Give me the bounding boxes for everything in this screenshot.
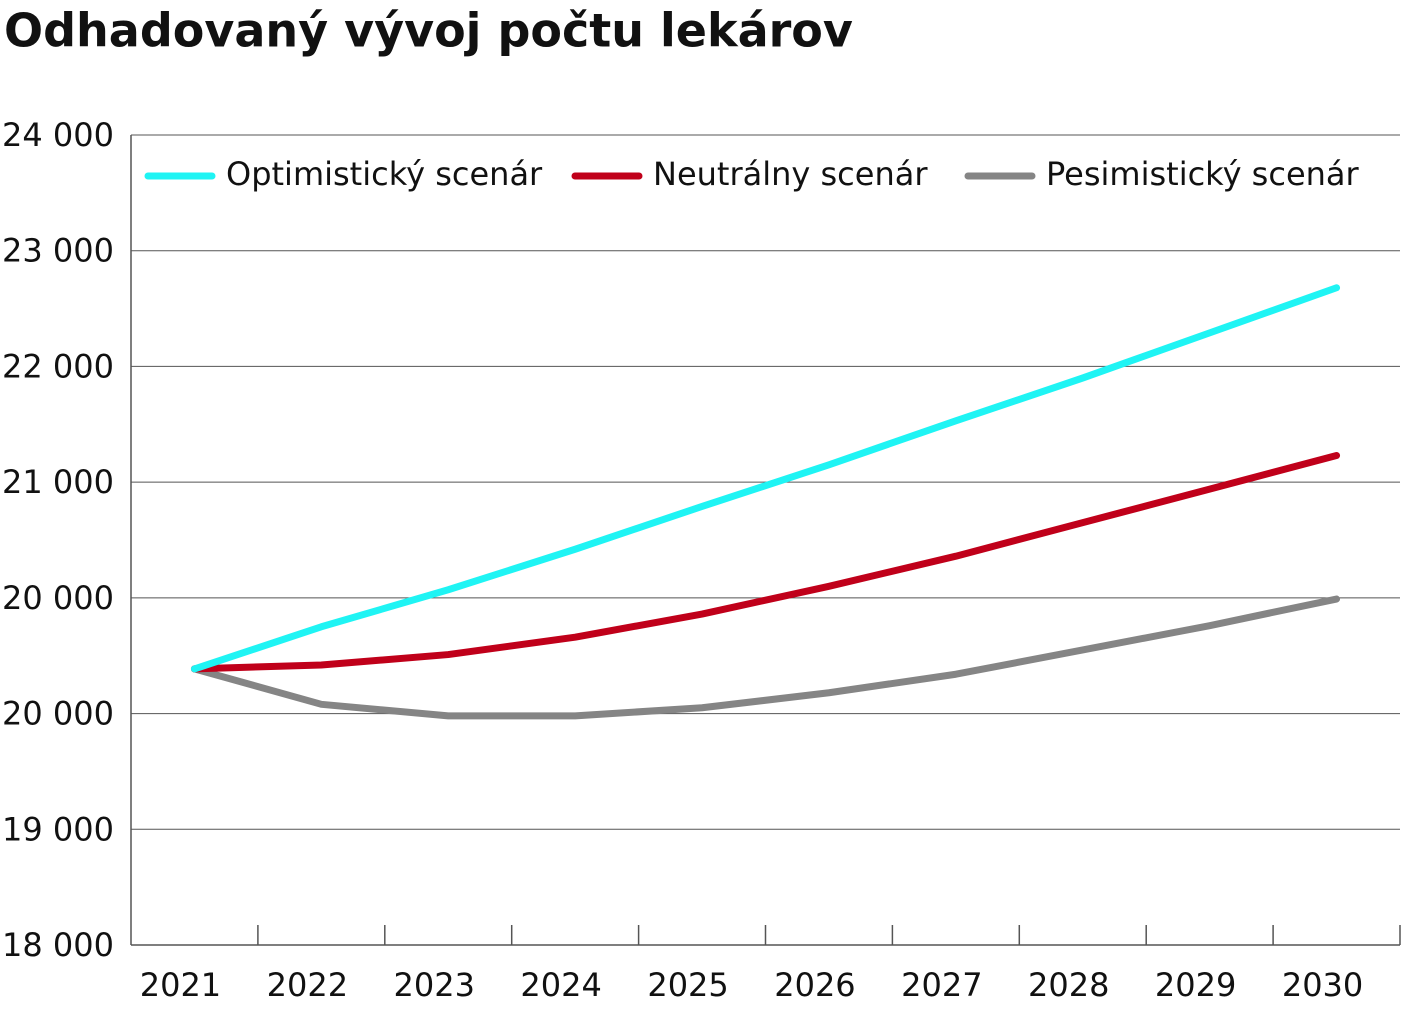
legend-label: Optimistický scenár — [226, 155, 543, 193]
x-tick-label: 2030 — [1282, 966, 1363, 1004]
x-tick-label: 2028 — [1028, 966, 1109, 1004]
legend-label: Pesimistický scenár — [1046, 155, 1360, 193]
x-tick-label: 2022 — [267, 966, 348, 1004]
y-tick-label: 21 000 — [2, 463, 114, 501]
series-line — [190, 595, 1341, 720]
x-tick-label: 2024 — [520, 966, 601, 1004]
y-tick-label: 20 000 — [2, 579, 114, 617]
x-tick-label: 2023 — [394, 966, 475, 1004]
x-tick-label: 2021 — [140, 966, 221, 1004]
x-tick-label: 2026 — [774, 966, 855, 1004]
legend-label: Neutrálny scenár — [653, 155, 928, 193]
x-tick-label: 2029 — [1155, 966, 1236, 1004]
x-tick-label: 2025 — [647, 966, 728, 1004]
chart-title: Odhadovaný vývoj počtu lekárov — [4, 4, 853, 58]
y-tick-label: 18 000 — [2, 926, 114, 964]
y-tick-label: 22 000 — [2, 347, 114, 385]
series-line — [190, 284, 1341, 673]
x-tick-label: 2027 — [901, 966, 982, 1004]
y-tick-label: 20 000 — [2, 695, 114, 733]
y-tick-label: 24 000 — [2, 116, 114, 154]
series-line — [190, 452, 1341, 673]
y-tick-label: 19 000 — [2, 810, 114, 848]
y-tick-label: 23 000 — [2, 232, 114, 270]
